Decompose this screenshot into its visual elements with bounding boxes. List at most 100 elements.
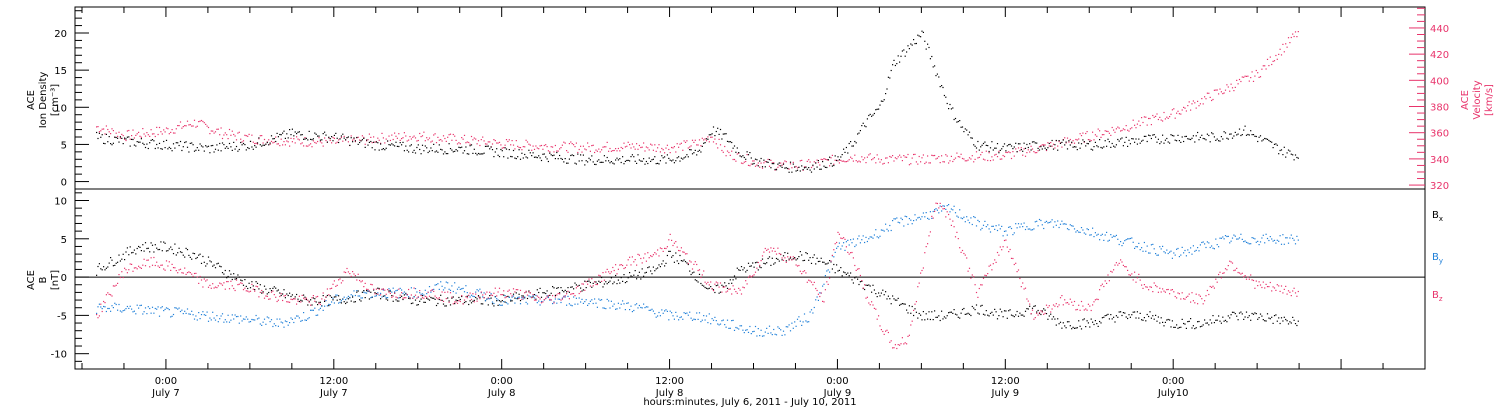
velocity-point (833, 163, 835, 165)
velocity-point (174, 132, 176, 134)
by-point (1047, 222, 1049, 224)
bx-point (549, 294, 551, 296)
by-point (563, 295, 565, 297)
bx-point (910, 312, 912, 314)
bx-point (996, 318, 999, 320)
bz-point (1215, 278, 1217, 280)
bx-point (335, 296, 337, 298)
bz-point (353, 273, 355, 275)
bz-point (599, 275, 601, 277)
ion-density-point (746, 151, 748, 153)
velocity-point (1118, 127, 1120, 129)
by-point (124, 309, 126, 311)
bx-point (326, 294, 328, 297)
velocity-point (931, 154, 933, 156)
ion-density-point (921, 30, 923, 32)
by-point (561, 297, 563, 299)
bz-point (151, 264, 154, 266)
by-point (133, 310, 135, 312)
velocity-point (1132, 119, 1134, 121)
bz-point (212, 283, 214, 285)
bz-point (242, 289, 245, 291)
bz-point (1078, 304, 1080, 306)
bx-point (1157, 316, 1159, 318)
bx-point (1296, 324, 1298, 327)
ion-density-point (374, 149, 376, 151)
bx-point (296, 293, 298, 296)
ion-density-point (202, 146, 204, 148)
bx-point (869, 285, 871, 287)
ion-density-point (1143, 135, 1145, 137)
bz-point (1236, 267, 1238, 269)
ion-density-point (1230, 133, 1232, 135)
by-point (364, 292, 366, 294)
bx-point (517, 298, 519, 300)
ion-density-point (1194, 141, 1196, 143)
bz-point (588, 278, 590, 280)
bx-point (1013, 316, 1015, 318)
by-point (598, 298, 600, 300)
by-point (1002, 235, 1004, 237)
bx-point (240, 279, 242, 281)
ion-density-point (1272, 147, 1274, 149)
velocity-point (311, 146, 313, 148)
ion-density-point (980, 146, 982, 148)
bz-point (854, 264, 856, 267)
ion-density-point (1208, 134, 1210, 137)
bx-point (886, 298, 888, 300)
bx-point (654, 270, 656, 272)
velocity-point (470, 135, 473, 138)
velocity-point (329, 139, 331, 142)
bx-point (354, 301, 356, 303)
bz-point (964, 254, 966, 256)
ion-density-point (504, 147, 506, 149)
by-point (1185, 255, 1187, 257)
top-left-title-line2: Ion Density (38, 72, 49, 129)
ion-density-point (1103, 146, 1105, 148)
bz-point (191, 273, 193, 275)
bx-point (515, 292, 517, 294)
velocity-point (612, 150, 614, 152)
bz-point (950, 224, 952, 226)
top-left-tick-label: 0 (61, 178, 67, 189)
velocity-point (1135, 127, 1137, 129)
bz-point (511, 295, 513, 297)
velocity-point (442, 135, 445, 137)
ion-density-point (942, 86, 944, 89)
ion-density-point (629, 160, 631, 162)
ion-density-point (1024, 147, 1027, 149)
bz-point (915, 301, 917, 303)
bz-point (1114, 264, 1116, 266)
ion-density-point (945, 96, 947, 98)
ion-density-point (968, 131, 971, 133)
by-point (346, 297, 348, 299)
velocity-point (382, 137, 384, 139)
bx-point (735, 278, 737, 280)
by-point (1041, 224, 1043, 226)
by-point (719, 323, 722, 325)
velocity-point (315, 142, 317, 144)
ion-density-point (428, 150, 431, 152)
ion-density-point (658, 163, 660, 165)
bz-point (156, 261, 158, 263)
bz-point (1226, 269, 1228, 271)
ion-density-point (998, 152, 1000, 154)
by-point (515, 298, 517, 300)
by-point (827, 269, 829, 271)
bx-point (1227, 315, 1229, 317)
bx-point (1093, 323, 1095, 326)
ion-density-point (845, 146, 847, 149)
bx-point (563, 291, 565, 293)
bz-point (722, 286, 724, 288)
velocity-point (1131, 127, 1133, 129)
ion-density-point (1287, 149, 1290, 151)
bx-point (227, 275, 229, 278)
velocity-point (242, 140, 245, 142)
velocity-point (444, 137, 446, 140)
bz-point (594, 281, 596, 283)
x-tick-label-date: July 9 (991, 388, 1020, 399)
bx-point (799, 251, 801, 253)
bz-point (920, 272, 922, 274)
bz-point (100, 303, 102, 305)
velocity-point (361, 135, 363, 137)
